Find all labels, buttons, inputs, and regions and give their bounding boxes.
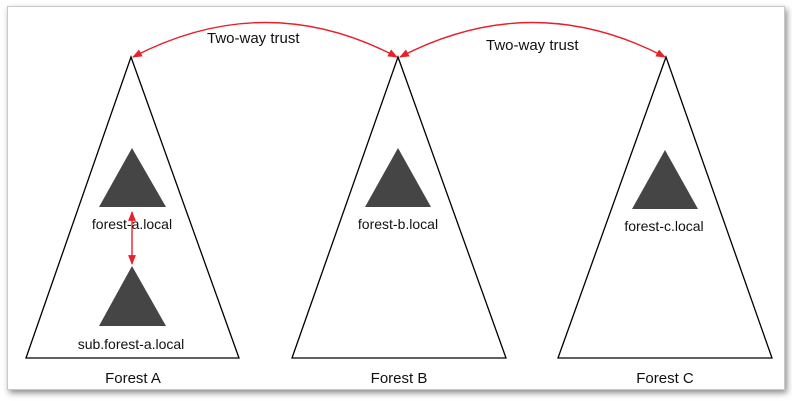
domain-label-forest-b: forest-b.local xyxy=(358,216,438,232)
domain-label-forest-c: forest-c.local xyxy=(624,218,703,234)
domain-triangle-icon xyxy=(99,148,166,207)
domain-triangle-icon xyxy=(365,148,431,207)
domain-label-sub-forest-a: sub.forest-a.local xyxy=(78,336,185,352)
forest-a-triangle xyxy=(25,55,240,359)
domain-label-forest-a: forest-a.local xyxy=(92,216,172,232)
forest-label-c: Forest C xyxy=(636,370,694,387)
trust-label-b-c: Two-way trust xyxy=(486,37,579,54)
trust-label-a-b: Two-way trust xyxy=(207,30,300,47)
trust-arrow-b-c xyxy=(399,21,666,58)
trust-arrow-a-b xyxy=(132,21,398,58)
forest-label-a: Forest A xyxy=(105,370,161,387)
domain-triangle-icon xyxy=(632,150,698,209)
forest-label-b: Forest B xyxy=(371,370,428,387)
forest-b-triangle xyxy=(291,55,507,359)
domain-triangle-icon xyxy=(99,266,166,326)
